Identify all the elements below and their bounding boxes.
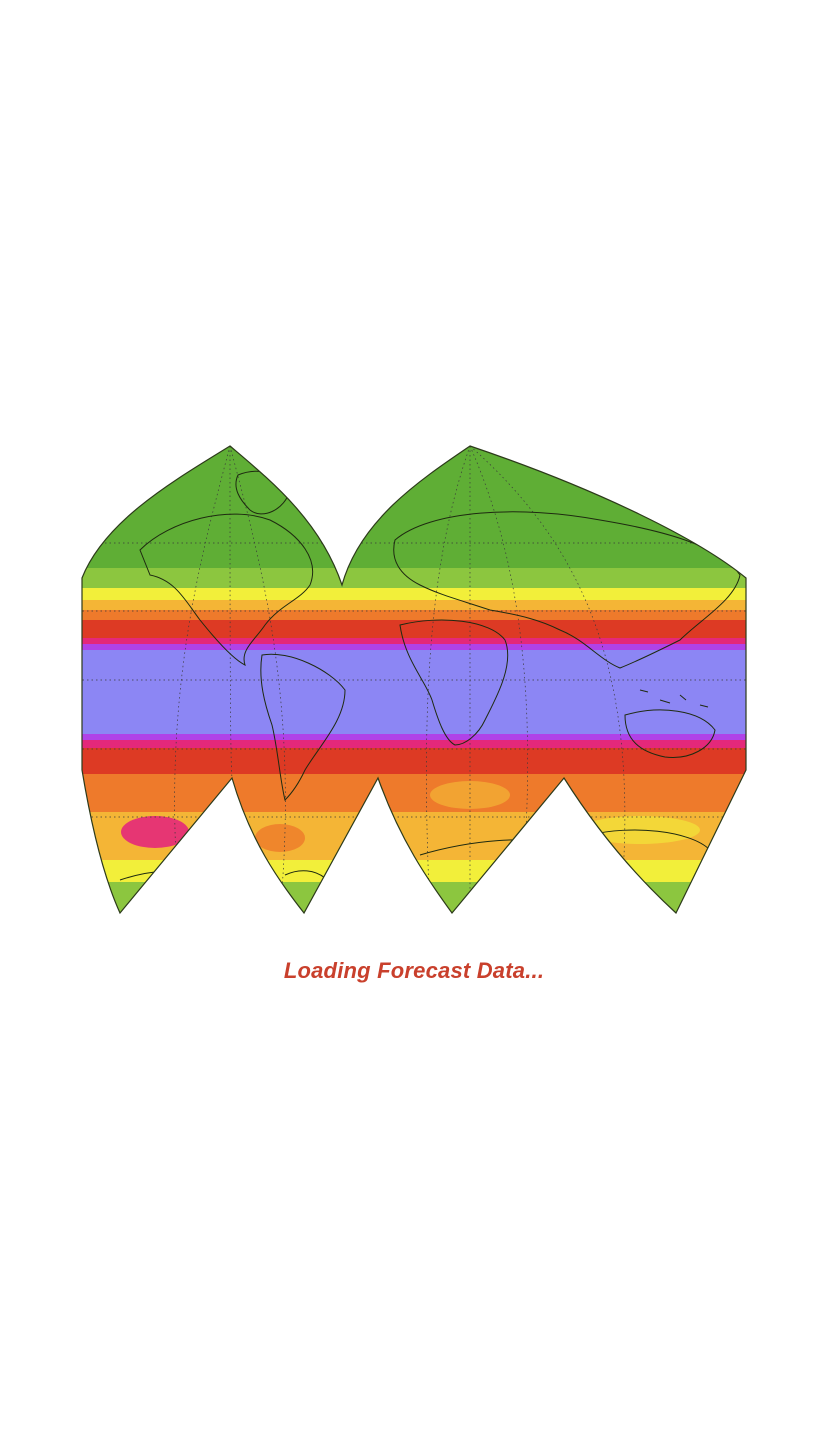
band-mild-north bbox=[82, 600, 746, 612]
band-veryhot-south bbox=[82, 740, 746, 750]
band-cool-north bbox=[82, 588, 746, 602]
anomaly-atlantic bbox=[430, 781, 510, 809]
band-warm-north bbox=[82, 610, 746, 622]
band-cool-south bbox=[82, 860, 746, 884]
map-outline bbox=[81, 445, 747, 915]
anomaly-pacific bbox=[121, 816, 189, 848]
band-extreme-south bbox=[82, 734, 746, 742]
band-polar-north bbox=[82, 446, 746, 570]
band-subpolar-south bbox=[82, 882, 746, 913]
band-veryhot-north bbox=[82, 638, 746, 646]
band-hot-north bbox=[82, 620, 746, 640]
loading-message: Loading Forecast Data... bbox=[283, 958, 545, 983]
band-hot-south bbox=[82, 748, 746, 776]
anomaly-south-america bbox=[255, 824, 305, 852]
band-warm-south bbox=[82, 774, 746, 814]
band-subpolar-north bbox=[82, 568, 746, 590]
temperature-bands bbox=[82, 446, 746, 913]
band-extreme-north bbox=[82, 644, 746, 652]
band-tropical bbox=[82, 650, 746, 736]
